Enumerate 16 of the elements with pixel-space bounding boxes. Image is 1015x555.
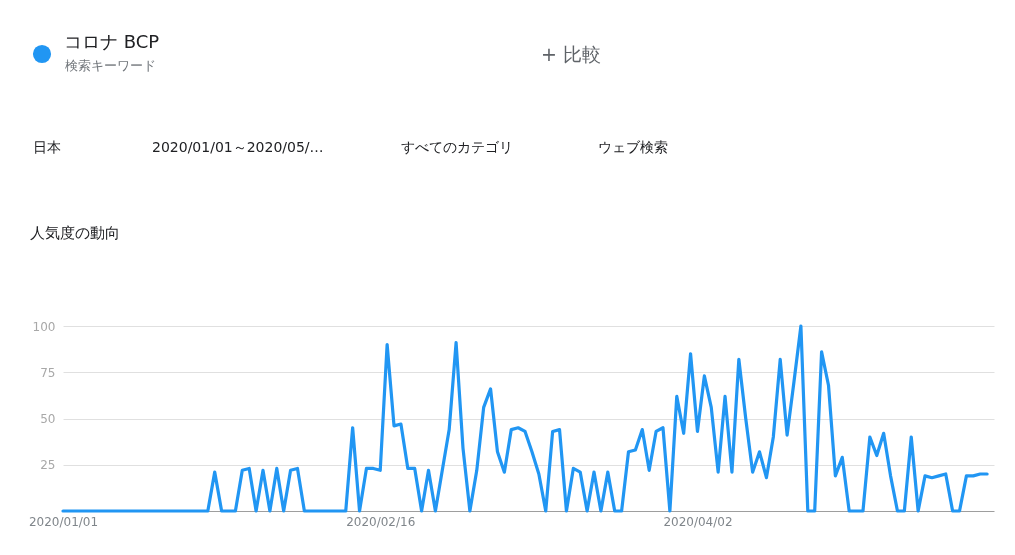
text: すべてのカテゴリ xyxy=(401,139,513,155)
x-tick-label: 2020/01/01 xyxy=(28,514,99,529)
x-tick-label: 2020/02/16 xyxy=(346,514,416,529)
y-tick-label: 100 xyxy=(32,319,56,334)
x-tick-label: 2020/04/02 xyxy=(663,514,733,529)
line-series xyxy=(61,324,989,513)
chart-title: 人気度の動向 xyxy=(30,224,120,242)
text: + 比較 xyxy=(541,43,601,65)
legend-label: コロナ BCP xyxy=(64,31,160,52)
text: ウェブ検索 xyxy=(598,139,668,155)
y-tick-label: 25 xyxy=(40,458,56,473)
y-tick-label: 50 xyxy=(40,412,56,426)
y-tick-label: 75 xyxy=(40,365,56,380)
text: 検索キーワード xyxy=(65,58,156,73)
text: 日本 xyxy=(33,139,61,155)
text: 2020/01/01～2020/05/… xyxy=(152,139,324,155)
